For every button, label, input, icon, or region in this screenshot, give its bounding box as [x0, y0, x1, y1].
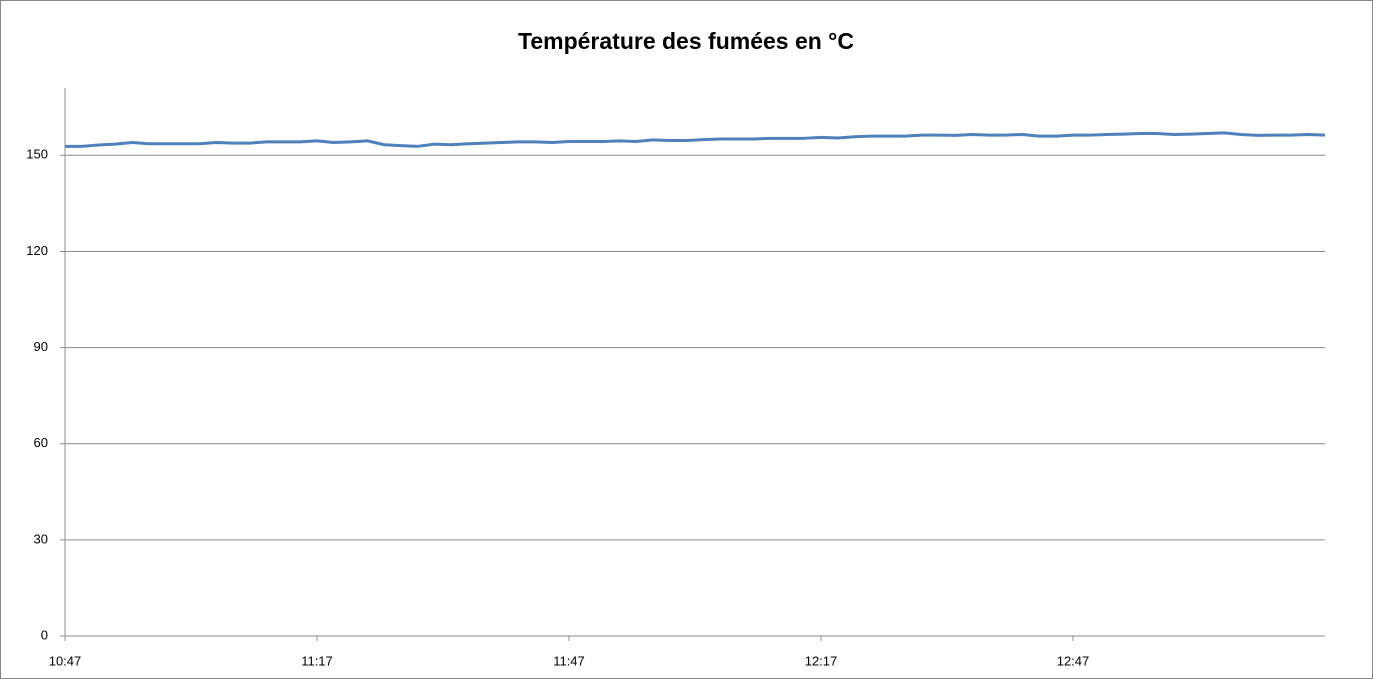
chart-title: Température des fumées en °C: [518, 28, 854, 54]
x-tick-label: 11:47: [553, 653, 585, 668]
data-line: [65, 131, 1326, 148]
y-tick-label: 120: [26, 243, 48, 258]
x-tick-label: 11:17: [301, 653, 333, 668]
y-tick-label: 30: [34, 531, 48, 546]
y-tick-label: 90: [34, 339, 48, 354]
y-tick-label: 60: [34, 435, 48, 450]
x-tick-label: 12:17: [805, 653, 838, 668]
x-tick-label: 12:47: [1057, 653, 1090, 668]
y-tick-label: 0: [41, 627, 48, 642]
x-tick-label: 10:47: [49, 653, 82, 668]
y-tick-label: 150: [26, 147, 48, 162]
